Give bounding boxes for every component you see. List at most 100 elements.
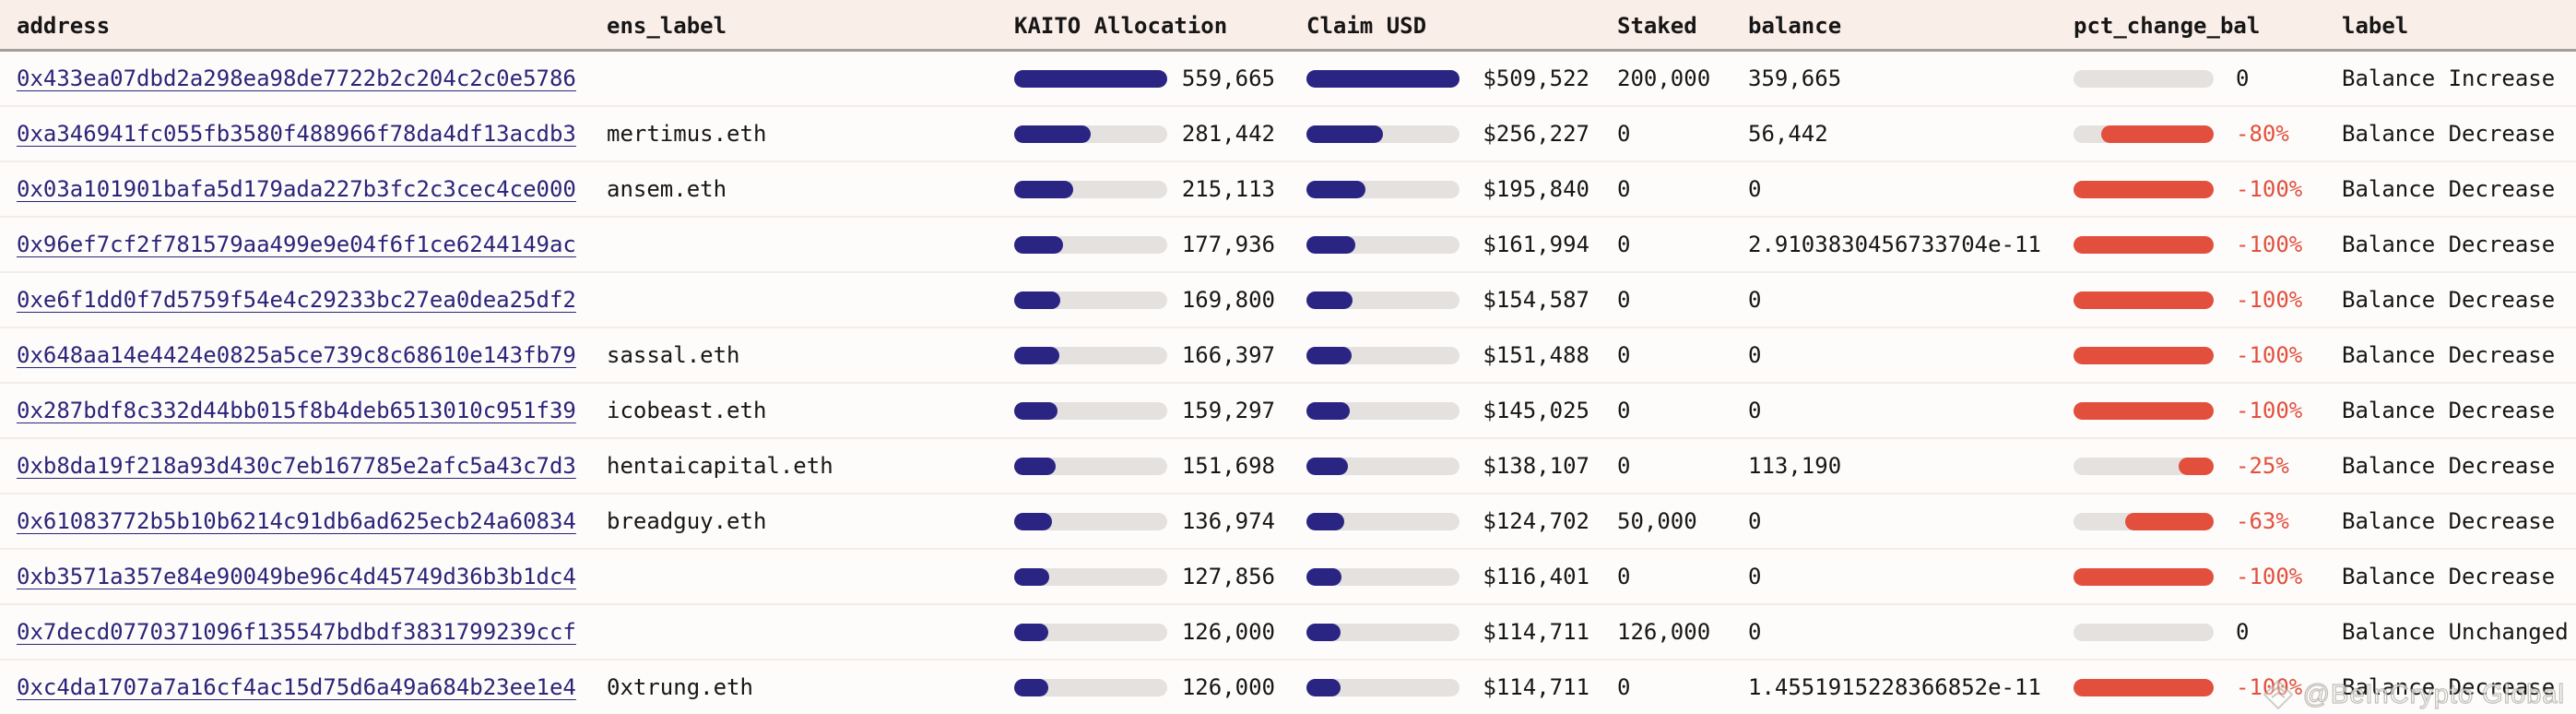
address-link[interactable]: 0xb8da19f218a93d430c7eb167785e2afc5a43c7… — [17, 453, 576, 479]
address-link[interactable]: 0xb3571a357e84e90049be96c4d45749d36b3b1d… — [17, 564, 576, 589]
address-cell: 0x7decd0770371096f135547bdbdf3831799239c… — [0, 619, 607, 645]
balance-cell: 0 — [1748, 342, 1762, 368]
label-cell: Balance Decrease — [2342, 121, 2556, 147]
kaito-bar-fill — [1014, 567, 1049, 586]
pct-bar-fill — [2074, 567, 2214, 586]
address-link[interactable]: 0x287bdf8c332d44bb015f8b4deb6513010c951f… — [17, 398, 576, 423]
address-link[interactable]: 0x7decd0770371096f135547bdbdf3831799239c… — [17, 619, 576, 645]
address-cell: 0xc4da1707a7a16cf4ac15d75d6a49a684b23ee1… — [0, 674, 607, 700]
table-row: 0xc4da1707a7a16cf4ac15d75d6a49a684b23ee1… — [0, 660, 2576, 714]
balance-cell: 0 — [1748, 508, 1762, 534]
pct-change-bal-cell: -63% — [2074, 508, 2342, 534]
claim-bar-fill — [1306, 235, 1355, 254]
table-row: 0xb8da19f218a93d430c7eb167785e2afc5a43c7… — [0, 439, 2576, 494]
column-header-staked[interactable]: Staked — [1617, 12, 1697, 39]
balance-cell: 0 — [1748, 287, 1762, 313]
kaito-bar-fill — [1014, 291, 1061, 309]
pct-change-bal-cell: -100% — [2074, 674, 2342, 700]
table-row: 0xa346941fc055fb3580f488966f78da4df13acd… — [0, 107, 2576, 162]
pct-value: -100% — [2236, 564, 2303, 589]
address-link[interactable]: 0x03a101901bafa5d179ada227b3fc2c3cec4ce0… — [17, 176, 576, 202]
column-header-claim-usd[interactable]: Claim USD — [1306, 12, 1427, 39]
kaito-allocation-cell: 127,856 — [1014, 564, 1306, 589]
kaito-bar-track — [1014, 180, 1167, 198]
claim-value: $154,587 — [1483, 287, 1589, 313]
pct-bar-track — [2074, 291, 2214, 309]
claim-bar-track — [1306, 401, 1459, 420]
claim-usd-cell: $145,025 — [1306, 398, 1617, 423]
claim-bar-track — [1306, 457, 1459, 475]
kaito-bar-fill — [1014, 69, 1167, 88]
ens-label-cell: ansem.eth — [607, 176, 727, 202]
kaito-allocation-cell: 166,397 — [1014, 342, 1306, 368]
column-header-label[interactable]: label — [2342, 12, 2409, 39]
pct-bar-track — [2074, 512, 2214, 530]
claim-usd-cell: $151,488 — [1306, 342, 1617, 368]
kaito-bar-fill — [1014, 678, 1049, 696]
pct-change-bal-cell: -80% — [2074, 121, 2342, 147]
claim-bar-track — [1306, 512, 1459, 530]
balance-cell: 0 — [1748, 619, 1762, 645]
ens-label-cell: sassal.eth — [607, 342, 740, 368]
pct-value: -25% — [2236, 453, 2289, 479]
pct-value: -100% — [2236, 287, 2303, 313]
pct-change-bal-cell: -100% — [2074, 176, 2342, 202]
claim-usd-cell: $195,840 — [1306, 176, 1617, 202]
column-header-kaito-allocation[interactable]: KAITO Allocation — [1014, 12, 1228, 39]
claim-bar-track — [1306, 180, 1459, 198]
table-header: address ens_label KAITO Allocation Claim… — [0, 0, 2576, 52]
address-cell: 0xa346941fc055fb3580f488966f78da4df13acd… — [0, 121, 607, 147]
column-header-balance[interactable]: balance — [1748, 12, 1842, 39]
claim-value: $161,994 — [1483, 232, 1589, 257]
address-link[interactable]: 0xa346941fc055fb3580f488966f78da4df13acd… — [17, 121, 576, 147]
kaito-bar-fill — [1014, 512, 1052, 530]
kaito-bar-fill — [1014, 401, 1058, 420]
claim-bar-track — [1306, 678, 1459, 696]
claim-value: $114,711 — [1483, 674, 1589, 700]
kaito-allocation-cell: 126,000 — [1014, 674, 1306, 700]
pct-change-bal-cell: 0 — [2074, 619, 2342, 645]
pct-bar-fill — [2074, 180, 2214, 198]
address-link[interactable]: 0x433ea07dbd2a298ea98de7722b2c204c2c0e57… — [17, 65, 576, 91]
column-header-pct-change-bal[interactable]: pct_change_bal — [2074, 12, 2261, 39]
address-link[interactable]: 0x96ef7cf2f781579aa499e9e04f6f1ce6244149… — [17, 232, 576, 257]
claim-usd-cell: $154,587 — [1306, 287, 1617, 313]
address-cell: 0x96ef7cf2f781579aa499e9e04f6f1ce6244149… — [0, 232, 607, 257]
claim-usd-cell: $509,522 — [1306, 65, 1617, 91]
column-header-address[interactable]: address — [17, 12, 111, 39]
kaito-allocation-cell: 136,974 — [1014, 508, 1306, 534]
kaito-allocation-cell: 159,297 — [1014, 398, 1306, 423]
claim-usd-cell: $138,107 — [1306, 453, 1617, 479]
pct-bar-fill — [2074, 291, 2214, 309]
address-link[interactable]: 0x61083772b5b10b6214c91db6ad625ecb24a608… — [17, 508, 576, 534]
claim-bar-fill — [1306, 69, 1459, 88]
address-link[interactable]: 0xc4da1707a7a16cf4ac15d75d6a49a684b23ee1… — [17, 674, 576, 700]
table-row: 0x7decd0770371096f135547bdbdf3831799239c… — [0, 605, 2576, 660]
address-link[interactable]: 0x648aa14e4424e0825a5ce739c8c68610e143fb… — [17, 342, 576, 368]
column-header-ens-label[interactable]: ens_label — [607, 12, 727, 39]
claim-bar-track — [1306, 291, 1459, 309]
staked-cell: 0 — [1617, 342, 1631, 368]
claim-bar-fill — [1306, 401, 1351, 420]
kaito-bar-fill — [1014, 180, 1073, 198]
claim-bar-track — [1306, 623, 1459, 641]
pct-value: -100% — [2236, 674, 2303, 700]
balance-cell: 0 — [1748, 564, 1762, 589]
kaito-value: 215,113 — [1181, 176, 1275, 202]
pct-bar-fill — [2074, 346, 2214, 364]
address-link[interactable]: 0xe6f1dd0f7d5759f54e4c29233bc27ea0dea25d… — [17, 287, 576, 313]
ens-label-cell: 0xtrung.eth — [607, 674, 753, 700]
staked-cell: 0 — [1617, 674, 1631, 700]
pct-bar-track — [2074, 401, 2214, 420]
claim-usd-cell: $116,401 — [1306, 564, 1617, 589]
table-row: 0x287bdf8c332d44bb015f8b4deb6513010c951f… — [0, 384, 2576, 439]
pct-bar-track — [2074, 69, 2214, 88]
label-cell: Balance Increase — [2342, 65, 2556, 91]
kaito-value: 281,442 — [1181, 121, 1275, 147]
table-row: 0xe6f1dd0f7d5759f54e4c29233bc27ea0dea25d… — [0, 273, 2576, 328]
kaito-bar-track — [1014, 125, 1167, 143]
claim-value: $151,488 — [1483, 342, 1589, 368]
kaito-bar-fill — [1014, 346, 1060, 364]
label-cell: Balance Decrease — [2342, 453, 2556, 479]
table-row: 0x03a101901bafa5d179ada227b3fc2c3cec4ce0… — [0, 162, 2576, 218]
